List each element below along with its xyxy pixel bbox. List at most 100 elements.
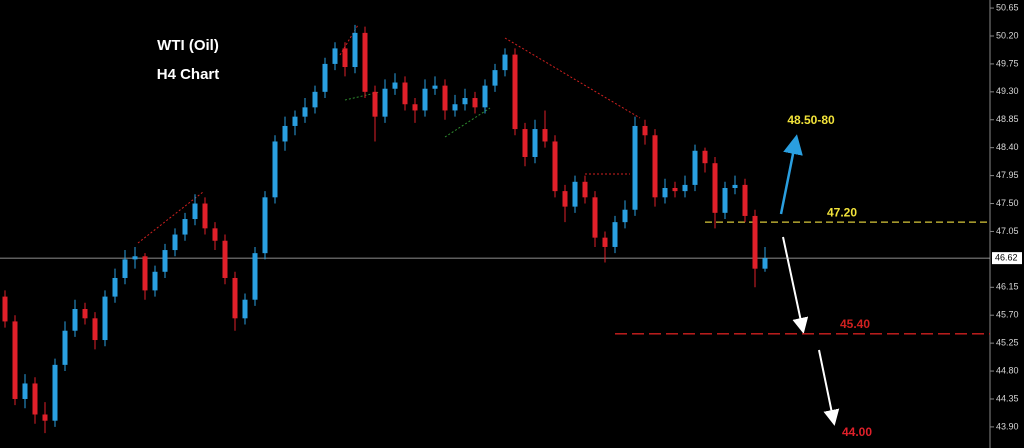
y-tick-label: 49.75 bbox=[996, 58, 1019, 68]
chart-title: WTI (Oil) bbox=[157, 37, 219, 54]
candle-body bbox=[332, 48, 338, 64]
candle-body bbox=[532, 129, 538, 157]
candle-body bbox=[452, 104, 458, 111]
candle-body bbox=[192, 203, 198, 220]
candle-body bbox=[322, 63, 328, 92]
y-tick-label: 45.70 bbox=[996, 310, 1019, 320]
candle-body bbox=[692, 150, 698, 185]
candle-body bbox=[572, 181, 578, 207]
candle-body bbox=[182, 219, 188, 235]
candle-body bbox=[392, 82, 398, 89]
candle-body bbox=[302, 107, 308, 117]
arrow-up bbox=[779, 134, 803, 215]
candle-body bbox=[462, 98, 468, 105]
candle-body bbox=[442, 85, 448, 111]
candle-body bbox=[82, 309, 88, 319]
candle-body bbox=[262, 197, 268, 254]
y-tick-label: 43.90 bbox=[996, 421, 1019, 431]
trend-line bbox=[444, 107, 491, 138]
candle-body bbox=[32, 383, 38, 415]
candle-body bbox=[362, 32, 368, 92]
candle-body bbox=[2, 296, 8, 322]
y-tick-label: 46.15 bbox=[996, 282, 1019, 292]
candle-body bbox=[602, 237, 608, 247]
candle-body bbox=[412, 104, 418, 111]
candle-body bbox=[292, 116, 298, 126]
last-price-box bbox=[992, 252, 1022, 265]
y-tick-label: 47.05 bbox=[996, 226, 1019, 236]
candle-body bbox=[482, 85, 488, 108]
candle-body bbox=[312, 91, 318, 108]
y-tick-label: 47.95 bbox=[996, 170, 1019, 180]
candle-body bbox=[112, 277, 118, 297]
candle-body bbox=[62, 330, 68, 365]
candle-body bbox=[702, 150, 708, 164]
candle-body bbox=[12, 321, 18, 399]
candle-body bbox=[272, 141, 278, 198]
level-label: 45.40 bbox=[840, 317, 870, 331]
level-label: 47.20 bbox=[827, 205, 857, 219]
y-tick-label: 48.85 bbox=[996, 114, 1019, 124]
candle-body bbox=[652, 135, 658, 198]
candle-body bbox=[742, 184, 748, 216]
candle-body bbox=[222, 240, 228, 278]
y-tick-label: 50.65 bbox=[996, 2, 1019, 12]
candle-body bbox=[152, 271, 158, 291]
candle-body bbox=[422, 88, 428, 111]
y-tick-label: 44.35 bbox=[996, 393, 1019, 403]
candle-body bbox=[562, 191, 568, 207]
candle-body bbox=[762, 258, 768, 269]
target-label: 44.00 bbox=[842, 425, 872, 439]
y-tick-label: 50.20 bbox=[996, 30, 1019, 40]
candle-body bbox=[92, 318, 98, 341]
candle-body bbox=[42, 414, 48, 421]
y-tick-label: 49.30 bbox=[996, 86, 1019, 96]
candle-body bbox=[52, 364, 58, 421]
candle-body bbox=[612, 222, 618, 247]
candle-body bbox=[632, 125, 638, 210]
candle-body bbox=[642, 125, 648, 136]
candle-body bbox=[722, 188, 728, 213]
candle-body bbox=[502, 54, 508, 71]
candle-body bbox=[662, 188, 668, 198]
candle-body bbox=[282, 125, 288, 142]
arrow-down bbox=[818, 349, 840, 426]
candle-body bbox=[712, 163, 718, 213]
candle-body bbox=[672, 188, 678, 192]
candle-body bbox=[172, 234, 178, 251]
candle-body bbox=[252, 253, 258, 300]
candle-body bbox=[582, 181, 588, 198]
candle-body bbox=[352, 32, 358, 68]
candle-body bbox=[162, 250, 168, 272]
candle-body bbox=[122, 259, 128, 278]
candle-body bbox=[342, 48, 348, 68]
arrow-down bbox=[782, 236, 809, 334]
y-tick-label: 45.25 bbox=[996, 338, 1019, 348]
candle-body bbox=[592, 197, 598, 238]
candle-body bbox=[472, 98, 478, 108]
candle-body bbox=[682, 184, 688, 192]
y-tick-label: 44.80 bbox=[996, 365, 1019, 375]
candle-body bbox=[512, 54, 518, 130]
last-price-label: 46.62 bbox=[995, 253, 1018, 263]
candle-body bbox=[542, 129, 548, 142]
candle-body bbox=[72, 309, 78, 331]
target-label: 48.50-80 bbox=[787, 113, 835, 127]
candle-body bbox=[132, 256, 138, 260]
candle-body bbox=[382, 88, 388, 117]
y-tick-label: 47.50 bbox=[996, 198, 1019, 208]
candle-body bbox=[372, 91, 378, 117]
candle-body bbox=[752, 215, 758, 269]
candle-body bbox=[492, 70, 498, 86]
candle-body bbox=[232, 277, 238, 319]
candle-body bbox=[622, 209, 628, 223]
candle-body bbox=[402, 82, 408, 105]
candle-body bbox=[202, 203, 208, 229]
candle-body bbox=[22, 383, 28, 399]
chart-subtitle: H4 Chart bbox=[157, 66, 220, 83]
candle-body bbox=[432, 85, 438, 89]
candle-body bbox=[732, 184, 738, 189]
candle-body bbox=[212, 228, 218, 241]
